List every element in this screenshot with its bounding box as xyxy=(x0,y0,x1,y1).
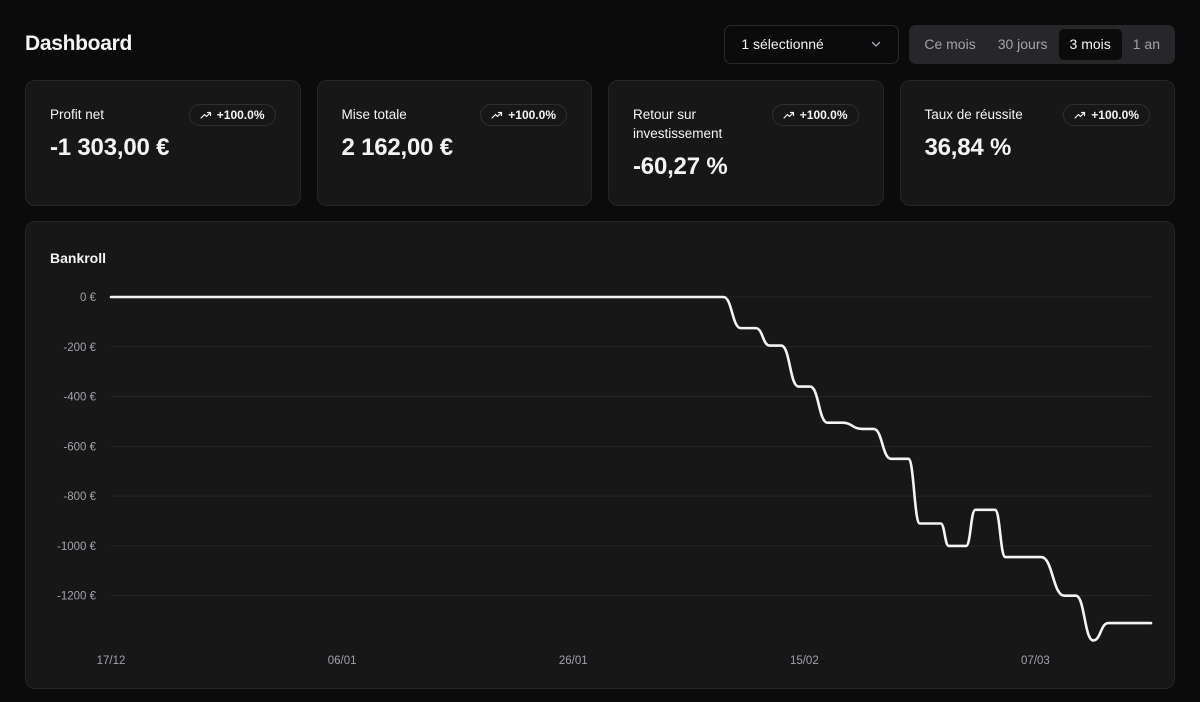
y-tick-label: -1200 € xyxy=(57,591,97,603)
change-badge: +100.0% xyxy=(480,104,567,126)
bankroll-chart: 0 € -200 € -400 € -600 € -800 € -1000 € -1200 … xyxy=(57,292,1153,667)
stat-label: Mise totale xyxy=(341,107,407,122)
stat-value: 36,84 % xyxy=(924,134,1012,161)
badge-text: +100.0% xyxy=(216,108,265,122)
period-3-months[interactable]: 3 mois xyxy=(1058,28,1122,60)
trending-up-icon xyxy=(491,111,503,119)
change-badge: +100.0% xyxy=(188,104,276,126)
stat-card-win-rate: Taux de réussite 36,84 % +100.0% xyxy=(899,80,1175,206)
x-tick-label: 17/12 xyxy=(97,655,126,667)
chart-title: Bankroll xyxy=(50,250,107,266)
x-tick-label: 07/03 xyxy=(1021,655,1050,667)
stat-value: 2 162,00 € xyxy=(341,134,454,161)
header: Dashboard 1 sélectionné Ce mois 30 jours… xyxy=(25,24,1175,64)
stats-cards: Profit net -1 303,00 € +100.0% Mise tota… xyxy=(25,80,1175,206)
period-selector: Ce mois 30 jours 3 mois 1 an xyxy=(909,24,1175,64)
stat-card-net-profit: Profit net -1 303,00 € +100.0% xyxy=(25,80,301,206)
bankroll-series-line xyxy=(109,295,1153,642)
chevron-down-icon xyxy=(872,41,881,47)
period-30-days[interactable]: 30 jours xyxy=(997,36,1048,52)
x-tick-label: 06/01 xyxy=(328,655,357,667)
badge-text: +100.0% xyxy=(1091,108,1139,122)
badge-text: +100.0% xyxy=(508,108,556,122)
stat-label: Retour sur investissement xyxy=(633,107,723,141)
y-tick-label: -800 € xyxy=(63,491,96,503)
badge-text: +100.0% xyxy=(799,108,848,122)
y-tick-label: -600 € xyxy=(63,441,96,453)
y-tick-label: -400 € xyxy=(63,392,96,404)
change-badge: +100.0% xyxy=(771,104,859,126)
trending-up-icon xyxy=(783,111,794,119)
stat-value: -60,27 % xyxy=(633,153,728,180)
account-select[interactable]: 1 sélectionné xyxy=(724,24,900,64)
y-tick-label: 0 € xyxy=(80,292,97,304)
y-tick-label: -200 € xyxy=(63,342,96,354)
stat-card-total-stake: Mise totale 2 162,00 € +100.0% xyxy=(316,80,592,206)
trending-up-icon xyxy=(1074,111,1086,119)
period-this-month[interactable]: Ce mois xyxy=(924,36,976,52)
stat-label: Taux de réussite xyxy=(924,107,1023,122)
trending-up-icon xyxy=(200,111,211,119)
change-badge: +100.0% xyxy=(1063,104,1150,126)
account-select-label: 1 sélectionné xyxy=(741,36,824,52)
x-tick-label: 26/01 xyxy=(559,655,588,667)
stat-value: -1 303,00 € xyxy=(50,134,170,161)
period-1-year[interactable]: 1 an xyxy=(1132,36,1160,52)
x-tick-label: 15/02 xyxy=(790,655,819,667)
page-title: Dashboard xyxy=(25,32,132,55)
y-tick-label: -1000 € xyxy=(57,541,97,553)
bankroll-chart-card: Bankroll 0 € -200 € -400 € -600 € -800 € -100… xyxy=(25,221,1175,689)
stat-card-roi: Retour sur investissement -60,27 % +100.… xyxy=(608,80,884,206)
stat-label: Profit net xyxy=(50,107,105,122)
header-controls: 1 sélectionné Ce mois 30 jours 3 mois 1 … xyxy=(724,24,1175,64)
